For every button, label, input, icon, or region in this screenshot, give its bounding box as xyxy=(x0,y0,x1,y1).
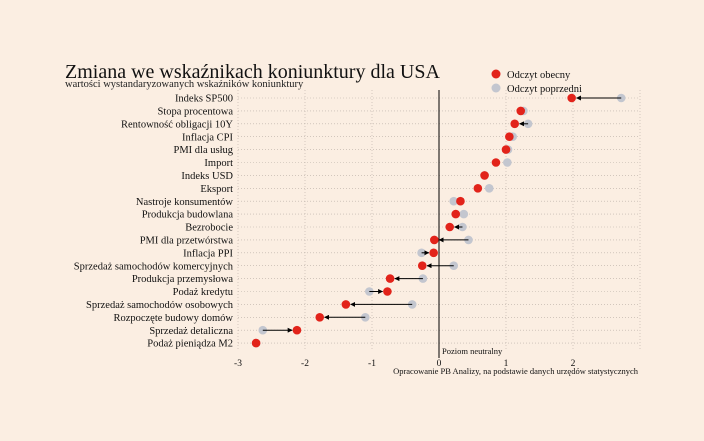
category-label: Produkcja budowlana xyxy=(142,210,234,221)
current-point xyxy=(251,338,261,348)
category-label: Sprzedaż detaliczna xyxy=(149,326,233,337)
category-label: PMI dla usług xyxy=(173,145,233,156)
current-point xyxy=(417,261,427,271)
legend-previous-label: Odczyt poprzedni xyxy=(507,84,582,95)
current-point xyxy=(429,248,438,258)
category-label: Eksport xyxy=(200,184,233,195)
current-point xyxy=(510,119,520,129)
source-note: Opracowanie PB Analizy, na podstawie dan… xyxy=(393,366,639,376)
category-label: Produkcja przemysłowa xyxy=(132,274,234,285)
marks xyxy=(251,93,626,348)
previous-point xyxy=(484,184,494,193)
current-point xyxy=(292,325,302,335)
neutral-label: Poziom neutralny xyxy=(442,346,503,356)
legend: Odczyt obecny Odczyt poprzedni xyxy=(491,69,582,95)
x-tick-label: 2 xyxy=(571,359,576,369)
current-point xyxy=(516,106,526,116)
previous-point xyxy=(503,158,512,167)
current-point xyxy=(385,274,395,283)
category-label: Podaż kredytu xyxy=(173,287,234,298)
previous-point xyxy=(459,209,469,219)
x-tick-label: -3 xyxy=(234,359,242,369)
previous-point xyxy=(418,274,428,283)
current-point xyxy=(430,235,439,245)
x-tick-label: -1 xyxy=(368,359,376,369)
chart-title: Zmiana we wskaźnikach koniunktury dla US… xyxy=(65,61,440,83)
current-point xyxy=(341,300,351,309)
current-point xyxy=(473,184,483,193)
category-label: Podaż pieniądza M2 xyxy=(147,339,233,350)
category-label: Rentowność obligacji 10Y xyxy=(121,119,233,130)
category-label: Inflacja PPI xyxy=(183,248,233,259)
category-label: Sprzedaż samochodów osobowych xyxy=(86,300,234,311)
current-point xyxy=(315,313,325,322)
current-point xyxy=(445,222,455,232)
category-label: Inflacja CPI xyxy=(182,132,234,143)
chart-subtitle: wartości wystandaryzowanych wskaźników k… xyxy=(65,79,304,90)
current-point xyxy=(383,287,392,296)
category-label: Bezrobocie xyxy=(185,223,233,234)
x-tick-label: 0 xyxy=(437,359,442,369)
category-label: Indeks USD xyxy=(181,171,233,182)
current-point xyxy=(451,209,461,219)
x-tick-label: 1 xyxy=(504,359,509,369)
category-label: Nastroje konsumentów xyxy=(136,197,234,208)
current-point xyxy=(456,196,465,206)
category-label: PMI dla przetwórstwa xyxy=(140,236,234,247)
previous-point xyxy=(449,196,459,206)
x-axis: -3 -2 -1 0 1 2 xyxy=(234,359,576,369)
previous-point xyxy=(464,235,473,245)
category-label: Indeks SP500 xyxy=(175,94,233,105)
category-label: Sprzedaż samochodów komercyjnych xyxy=(74,261,234,272)
category-label: Stopa procentowa xyxy=(157,107,233,118)
current-point xyxy=(567,93,576,103)
legend-current-dot xyxy=(491,69,501,79)
current-point xyxy=(491,158,501,167)
legend-current-label: Odczyt obecny xyxy=(507,70,571,81)
current-point xyxy=(505,132,514,141)
grid xyxy=(237,90,641,358)
current-point xyxy=(480,171,489,180)
legend-previous-dot xyxy=(491,83,501,93)
x-tick-label: -2 xyxy=(301,359,309,369)
category-label: Import xyxy=(204,158,233,169)
current-point xyxy=(501,145,511,154)
category-label: Rozpoczęte budowy domów xyxy=(113,313,233,324)
